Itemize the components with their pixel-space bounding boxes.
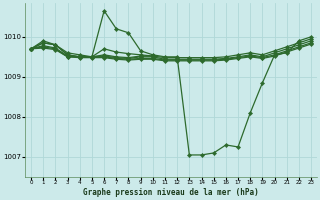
- X-axis label: Graphe pression niveau de la mer (hPa): Graphe pression niveau de la mer (hPa): [83, 188, 259, 197]
